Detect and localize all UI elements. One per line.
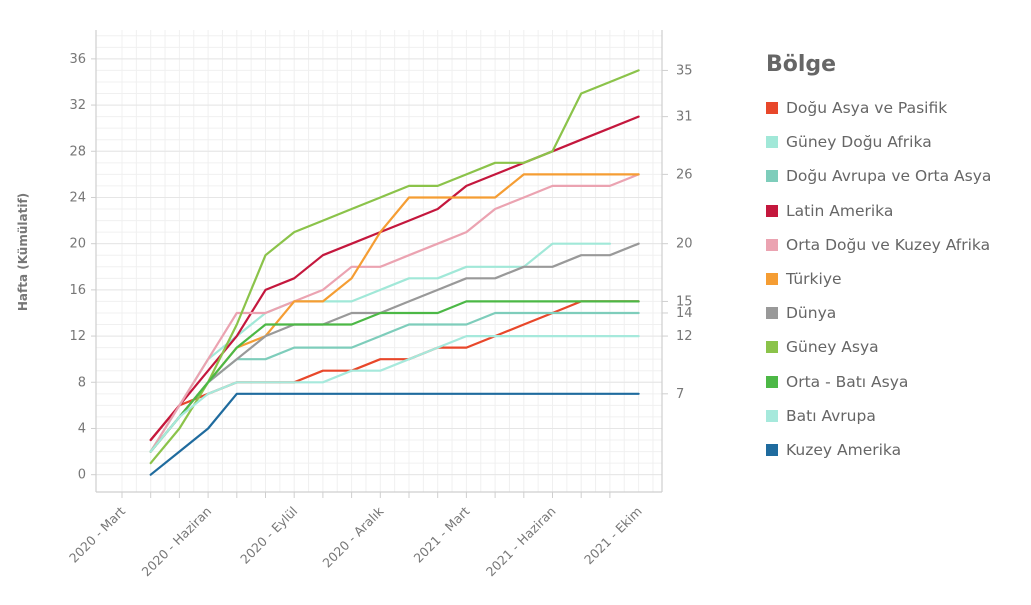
- legend-swatch: [766, 375, 778, 388]
- series-line: [149, 392, 640, 476]
- end-value-label: 12: [676, 329, 693, 344]
- legend-item[interactable]: Kuzey Amerika: [766, 433, 1026, 467]
- legend-swatch: [766, 409, 778, 422]
- y-tick-label: 16: [69, 283, 86, 298]
- series-line: [149, 300, 640, 453]
- chart-lines: [149, 69, 640, 476]
- y-tick-label: 8: [78, 375, 86, 390]
- legend-swatch: [766, 136, 778, 149]
- legend-swatch: [766, 273, 778, 286]
- legend-item[interactable]: Orta Doğu ve Kuzey Afrika: [766, 228, 1026, 262]
- legend-item[interactable]: Orta - Batı Asya: [766, 365, 1026, 399]
- x-tick-label: 2020 - Aralık: [319, 503, 387, 571]
- legend-swatch: [766, 443, 778, 456]
- legend-swatch: [766, 102, 778, 115]
- y-tick-label: 36: [69, 52, 86, 67]
- end-value-label: 20: [676, 237, 693, 252]
- legend-swatch: [766, 204, 778, 217]
- y-tick-label: 32: [69, 98, 86, 113]
- x-tick-label: 2021 - Ekim: [581, 504, 645, 568]
- legend-item[interactable]: Doğu Avrupa ve Orta Asya: [766, 159, 1026, 193]
- end-value-label: 7: [676, 387, 684, 402]
- legend-label: Dünya: [786, 304, 837, 323]
- legend-item[interactable]: Latin Amerika: [766, 194, 1026, 228]
- end-value-label: 26: [676, 167, 693, 182]
- legend-item[interactable]: Güney Doğu Afrika: [766, 125, 1026, 159]
- y-tick-label: 20: [69, 237, 86, 252]
- legend-swatch: [766, 341, 778, 354]
- chart-axes: 0 4 8 12 16 20 24 28 32 36 2020 - Mart 2020 - Hazir…: [66, 30, 693, 580]
- legend-item[interactable]: Türkiye: [766, 262, 1026, 296]
- legend-title: Bölge: [766, 52, 837, 77]
- legend-item[interactable]: Doğu Asya ve Pasifik: [766, 91, 1026, 125]
- x-tick-label: 2021 - Mart: [410, 503, 472, 565]
- legend-swatch: [766, 307, 778, 320]
- series-line: [149, 173, 640, 453]
- x-tick-label: 2020 - Eylül: [237, 504, 300, 567]
- series-line: [149, 115, 640, 442]
- series-line: [149, 69, 640, 465]
- end-value-label: 35: [676, 63, 693, 78]
- legend-label: Orta Doğu ve Kuzey Afrika: [786, 235, 991, 254]
- end-value-label: 15: [676, 294, 693, 309]
- series-line: [149, 242, 640, 453]
- legend: Bölge Doğu Asya ve Pasifik Güney Doğu Afr…: [766, 52, 1026, 467]
- legend-label: Batı Avrupa: [786, 406, 876, 425]
- y-tick-label: 28: [69, 144, 86, 159]
- legend-label: Orta - Batı Asya: [786, 372, 909, 391]
- legend-label: Güney Asya: [786, 338, 879, 357]
- legend-swatch: [766, 170, 778, 183]
- legend-label: Güney Doğu Afrika: [786, 133, 932, 152]
- legend-label: Türkiye: [786, 270, 842, 289]
- legend-label: Doğu Asya ve Pasifik: [786, 99, 948, 118]
- legend-label: Latin Amerika: [786, 201, 894, 220]
- y-tick-label: 4: [78, 421, 86, 436]
- x-tick-label: 2021 - Haziran: [483, 504, 559, 580]
- legend-item[interactable]: Dünya: [766, 296, 1026, 330]
- line-chart: 0 4 8 12 16 20 24 28 32 36 2020 - Mart 2020 - Hazir…: [16, 30, 693, 580]
- y-tick-label: 0: [78, 468, 86, 483]
- series-line: [149, 335, 640, 453]
- legend-item[interactable]: Batı Avrupa: [766, 399, 1026, 433]
- y-tick-label: 24: [69, 190, 86, 205]
- x-tick-label: 2020 - Haziran: [138, 504, 214, 580]
- legend-label: Kuzey Amerika: [786, 440, 902, 459]
- y-axis-label: Hafta (Kümülatif): [16, 193, 30, 311]
- legend-swatch: [766, 238, 778, 251]
- end-value-label: 31: [676, 110, 693, 125]
- legend-items: Doğu Asya ve Pasifik Güney Doğu Afrika Doğ…: [766, 91, 1026, 467]
- x-tick-label: 2020 - Mart: [66, 503, 128, 565]
- y-tick-label: 12: [69, 329, 86, 344]
- end-value-label: 14: [676, 306, 693, 321]
- legend-item[interactable]: Güney Asya: [766, 330, 1026, 364]
- legend-label: Doğu Avrupa ve Orta Asya: [786, 167, 992, 186]
